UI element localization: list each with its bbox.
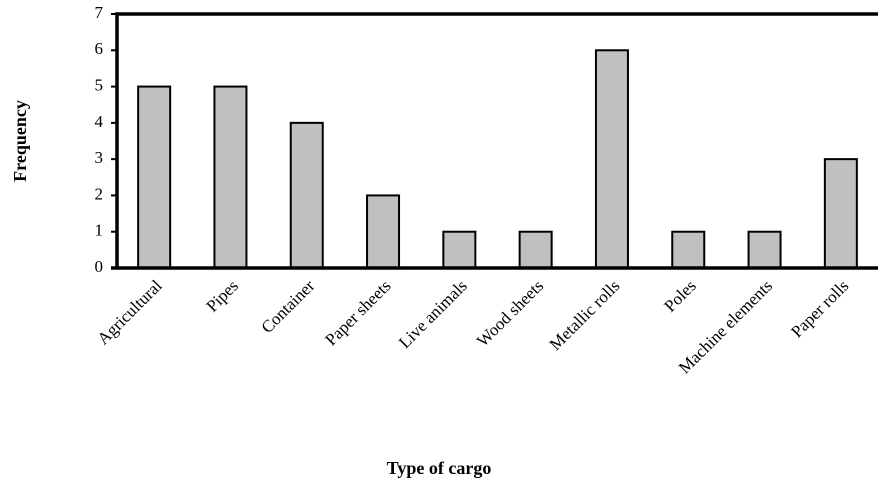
bar <box>594 49 629 269</box>
bar <box>823 158 858 269</box>
bar <box>442 230 477 269</box>
y-tick-label: 0 <box>95 257 104 276</box>
y-tick-label: 4 <box>95 112 104 131</box>
y-tick-label: 1 <box>95 221 104 240</box>
y-tick-label: 7 <box>95 3 104 22</box>
x-tick-label: Container <box>257 276 318 337</box>
bar <box>671 230 706 269</box>
bar <box>366 194 401 269</box>
bar <box>289 121 324 269</box>
x-tick-label: Agricultural <box>94 276 166 348</box>
bar <box>747 230 782 269</box>
x-tick-label: Paper rolls <box>787 276 852 341</box>
x-tick-label: Paper sheets <box>321 276 394 349</box>
y-axis-title: Frequency <box>10 100 30 182</box>
x-tick-label: Wood sheets <box>473 276 547 350</box>
y-tick-label: 5 <box>95 75 104 94</box>
bar <box>137 85 172 269</box>
x-tick-label: Pipes <box>203 276 242 315</box>
x-tick-label: Metallic rolls <box>546 276 624 354</box>
bar <box>518 230 553 269</box>
x-tick-label: Live animals <box>395 276 471 352</box>
x-tick-label: Poles <box>660 276 699 315</box>
x-axis-title: Type of cargo <box>387 458 492 478</box>
plot-frame <box>111 12 878 270</box>
y-tick-label: 3 <box>95 148 104 167</box>
bar <box>213 85 248 269</box>
y-tick-label: 2 <box>95 184 104 203</box>
y-tick-label: 6 <box>95 39 104 58</box>
